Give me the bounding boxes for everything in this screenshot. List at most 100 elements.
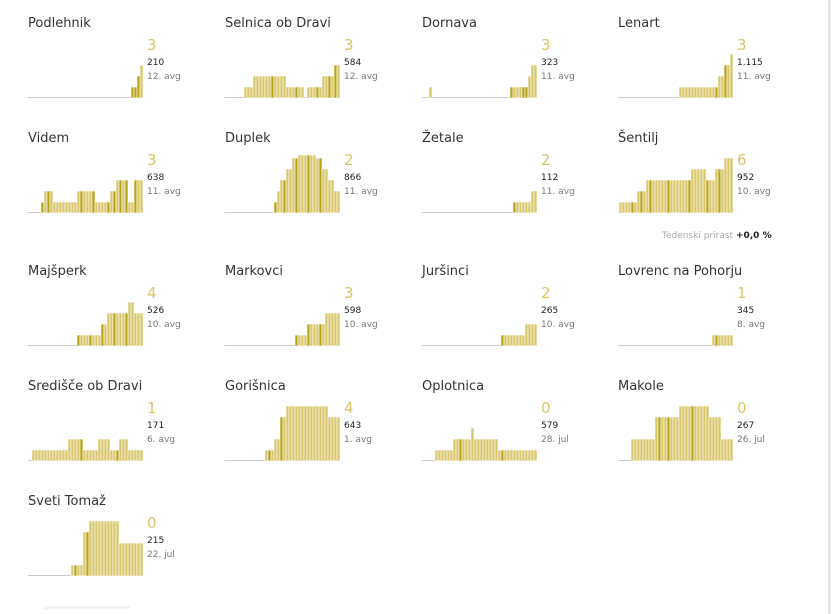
daily-bar — [729, 334, 734, 347]
daily-bar — [726, 157, 731, 214]
municipality-card[interactable]: Selnica ob Dravi 3 584 12. avg — [225, 16, 415, 128]
daily-bar — [127, 301, 132, 347]
municipality-card[interactable]: Majšperk 4 526 10. avg — [28, 264, 218, 376]
daily-bar — [533, 190, 538, 214]
daily-bar — [509, 86, 514, 99]
sparkline-chart — [422, 427, 538, 462]
sparkline-chart — [28, 64, 144, 99]
municipality-card[interactable]: Šentilj 6 952 10. avg Tedenski prirast +0,0 … — [618, 131, 808, 243]
daily-bar — [324, 405, 329, 462]
daily-bar — [303, 334, 308, 347]
total-cases: 345 — [737, 306, 755, 316]
daily-bar — [657, 416, 662, 462]
daily-bar — [133, 312, 138, 347]
daily-bar — [452, 438, 457, 462]
last-case-date: 12. avg — [147, 72, 181, 82]
daily-bar — [106, 201, 111, 214]
municipality-card[interactable]: Juršinci 2 265 10. avg — [422, 264, 612, 376]
daily-bar — [527, 201, 532, 214]
daily-bar — [642, 438, 647, 462]
daily-bar — [133, 449, 138, 462]
daily-bar — [333, 64, 338, 99]
daily-bar — [714, 416, 719, 462]
municipality-card[interactable]: Središče ob Dravi 1 171 6. avg — [28, 379, 218, 491]
daily-bar — [255, 75, 260, 99]
daily-bar — [73, 564, 78, 577]
municipality-card[interactable]: Markovci 3 598 10. avg — [225, 264, 415, 376]
daily-bar — [315, 86, 320, 99]
daily-bar — [312, 86, 317, 99]
daily-bar — [270, 75, 275, 99]
municipality-card[interactable]: Lovrenc na Pohorju 1 345 8. avg — [618, 264, 808, 376]
daily-bar — [485, 438, 490, 462]
daily-bar — [124, 438, 129, 462]
daily-bar — [509, 449, 514, 462]
daily-bar — [300, 86, 305, 99]
daily-bar — [678, 179, 683, 214]
daily-bar — [702, 405, 707, 462]
daily-bar — [639, 190, 644, 214]
daily-bar — [681, 179, 686, 214]
daily-bar — [109, 312, 114, 347]
municipality-card[interactable]: Lenart 3 1.115 11. avg — [618, 16, 808, 128]
daily-bar — [327, 312, 332, 347]
municipality-name: Središče ob Dravi — [28, 379, 143, 394]
new-cases-count: 3 — [737, 36, 747, 54]
daily-bar — [330, 416, 335, 462]
municipality-card[interactable]: Duplek 2 866 11. avg — [225, 131, 415, 243]
daily-bar — [657, 179, 662, 214]
daily-bar — [527, 75, 532, 99]
daily-bar — [726, 334, 731, 347]
daily-bar — [40, 449, 45, 462]
new-cases-count: 3 — [147, 151, 157, 169]
daily-bar — [282, 179, 287, 214]
municipality-card[interactable]: Podlehnik 3 210 12. avg — [28, 16, 218, 128]
daily-bar — [699, 168, 704, 214]
daily-bar — [687, 179, 692, 214]
daily-bar — [449, 449, 454, 462]
last-case-date: 6. avg — [147, 435, 176, 445]
daily-bar — [464, 438, 469, 462]
municipality-card[interactable]: Dornava 3 323 11. avg — [422, 16, 612, 128]
daily-bar — [333, 416, 338, 462]
daily-bar — [67, 201, 72, 214]
daily-bar — [324, 168, 329, 214]
daily-bar — [85, 449, 90, 462]
daily-bar — [666, 179, 671, 214]
municipality-name: Duplek — [225, 131, 271, 146]
municipality-card[interactable]: Makole 0 267 26. jul — [618, 379, 808, 491]
new-cases-count: 3 — [147, 36, 157, 54]
daily-bar — [336, 190, 341, 214]
daily-bar — [70, 564, 75, 577]
daily-bar — [318, 86, 323, 99]
daily-bar — [273, 75, 278, 99]
daily-bar — [530, 323, 535, 347]
daily-bar — [118, 179, 123, 214]
daily-bar — [76, 564, 81, 577]
municipality-card[interactable]: Gorišnica 4 643 1. avg — [225, 379, 415, 491]
daily-bar — [61, 201, 66, 214]
daily-bar — [515, 201, 520, 214]
daily-bar — [708, 86, 713, 99]
daily-bar — [512, 86, 517, 99]
municipality-card[interactable]: Videm 3 638 11. avg — [28, 131, 218, 243]
daily-bar — [130, 86, 135, 99]
daily-bar — [70, 438, 75, 462]
daily-bar — [521, 201, 526, 214]
weekly-growth-value: +0,0 % — [735, 231, 772, 241]
daily-bar — [136, 179, 141, 214]
daily-bar — [330, 75, 335, 99]
daily-bar — [684, 86, 689, 99]
daily-bar — [696, 86, 701, 99]
daily-bar — [642, 190, 647, 214]
daily-bar — [130, 201, 135, 214]
municipality-card[interactable]: Sveti Tomaž 0 215 22. jul — [28, 494, 218, 606]
municipality-card[interactable]: Žetale 2 112 11. avg — [422, 131, 612, 243]
daily-bar — [633, 201, 638, 214]
daily-bar — [49, 449, 54, 462]
municipality-card[interactable]: Oplotnica 0 579 28. jul — [422, 379, 612, 491]
daily-bar — [91, 334, 96, 347]
daily-bar — [327, 179, 332, 214]
daily-bar — [708, 179, 713, 214]
daily-bar — [124, 179, 129, 214]
